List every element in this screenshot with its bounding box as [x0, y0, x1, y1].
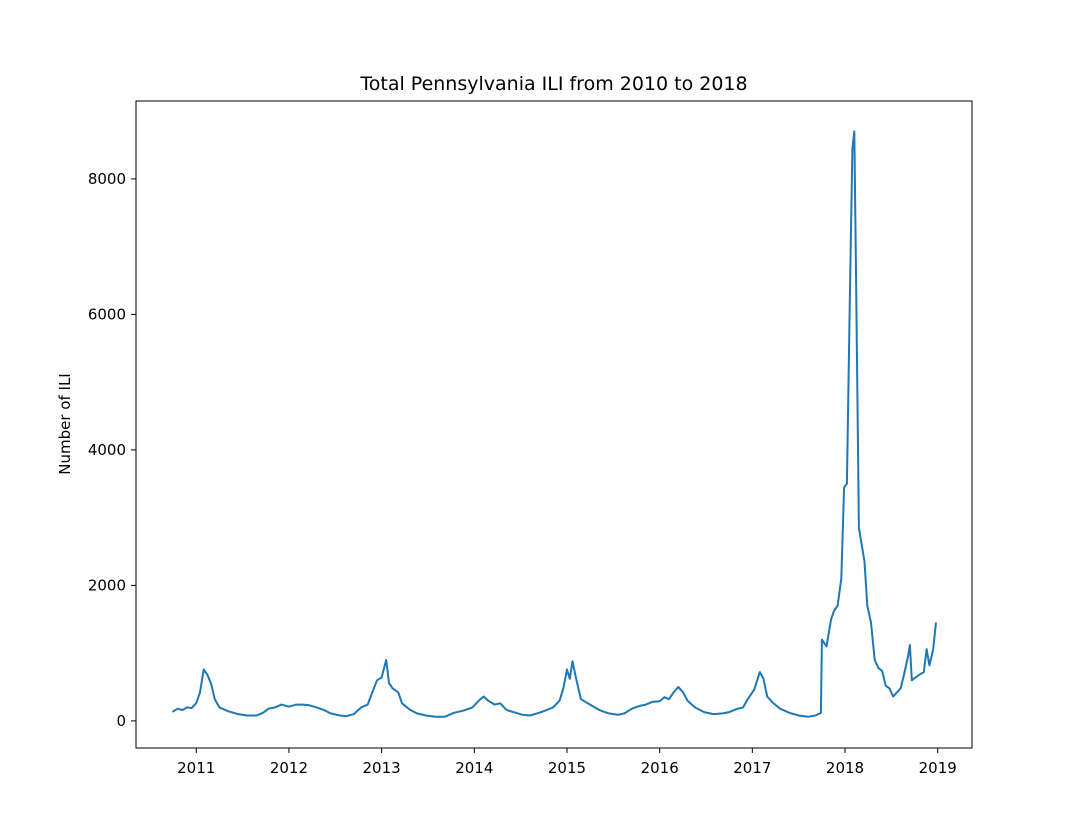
x-tick-label: 2018: [826, 759, 864, 777]
y-axis-label: Number of ILI: [56, 373, 74, 474]
y-axis: 0 2000 4000 6000 8000: [88, 170, 136, 730]
chart-title: Total Pennsylvania ILI from 2010 to 2018: [359, 73, 747, 95]
x-tick-label: 2015: [548, 759, 586, 777]
x-tick-label: 2011: [177, 759, 215, 777]
plot-frame: [135, 100, 973, 749]
x-tick-label: 2017: [733, 759, 771, 777]
x-tick-label: 2019: [919, 759, 957, 777]
x-tick-label: 2014: [455, 759, 493, 777]
plot-series: [172, 130, 937, 718]
series-line-0: [172, 130, 937, 718]
y-tick-label: 4000: [88, 441, 126, 459]
y-tick-label: 0: [116, 712, 126, 730]
x-tick-label: 2012: [270, 759, 308, 777]
x-tick-label: 2013: [363, 759, 401, 777]
y-tick-label: 6000: [88, 305, 126, 323]
x-tick-label: 2016: [641, 759, 679, 777]
x-axis: 2011 2012 2013 2014 2015 2016 2017 2018 2019: [177, 748, 957, 777]
y-tick-label: 8000: [88, 170, 126, 188]
y-tick-label: 2000: [88, 576, 126, 594]
